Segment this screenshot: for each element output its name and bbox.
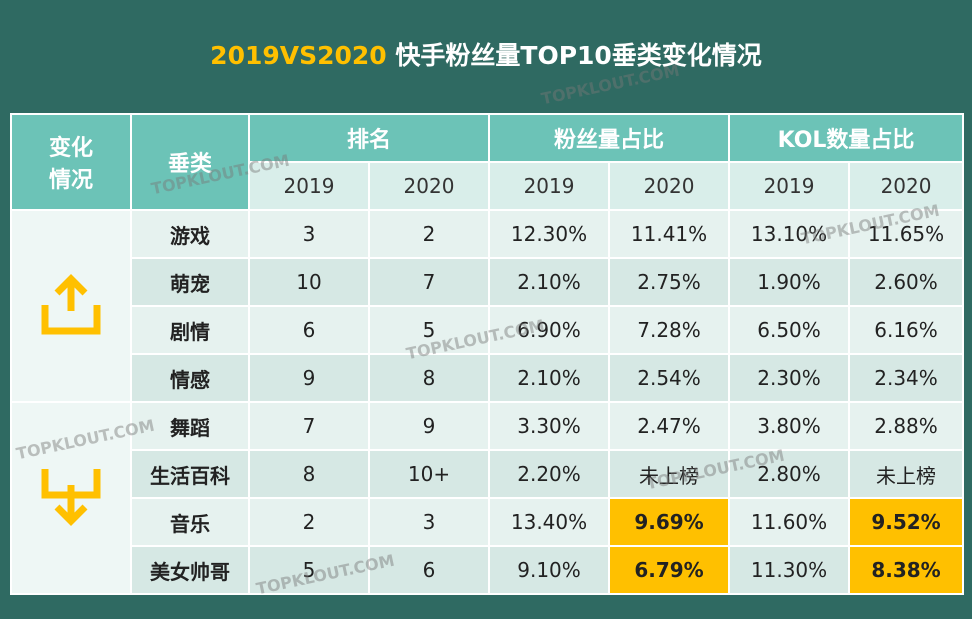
value-cell: 10 <box>248 257 370 307</box>
value-cell: 9 <box>367 401 491 451</box>
value-cell: 8 <box>367 353 491 403</box>
title-text: 快手粉丝量TOP10垂类变化情况 <box>386 41 762 70</box>
year-header: 2020 <box>848 161 965 211</box>
table-row: 生活百科 8 10+ 2.20% 未上榜 2.80% 未上榜 <box>11 449 965 499</box>
value-cell: 6.50% <box>728 305 851 355</box>
value-cell: 2 <box>367 209 491 259</box>
category-cell: 美女帅哥 <box>130 545 250 595</box>
value-cell: 6 <box>248 305 370 355</box>
value-cell: 3 <box>248 209 370 259</box>
table-row: 游戏 3 2 12.30% 11.41% 13.10% 11.65% <box>10 209 965 403</box>
value-cell: 2.54% <box>608 353 731 403</box>
title-highlight: 2019VS2020 <box>210 41 387 70</box>
change-cell <box>10 209 132 403</box>
group-header: 排名 <box>247 113 491 163</box>
table-row: 美女帅哥 5 6 9.10% 6.79% 11.30% 8.38% <box>11 545 965 595</box>
category-cell: 音乐 <box>130 497 250 547</box>
value-cell: 2.30% <box>728 353 851 403</box>
value-cell: 11.60% <box>728 497 851 547</box>
value-cell: 2 <box>248 497 370 547</box>
change-cell <box>10 401 132 595</box>
group-header: 粉丝量占比 <box>488 113 731 163</box>
group-header: KOL数量占比 <box>728 113 965 163</box>
value-cell: 未上榜 <box>848 449 965 499</box>
value-cell: 2.80% <box>728 449 851 499</box>
category-cell: 生活百科 <box>130 449 250 499</box>
title: 2019VS2020 快手粉丝量TOP10垂类变化情况 <box>0 36 972 72</box>
value-cell: 2.47% <box>608 401 731 451</box>
value-cell: 3 <box>367 497 491 547</box>
value-cell: 8 <box>248 449 370 499</box>
year-header: 2020 <box>608 161 731 211</box>
value-cell: 11.65% <box>848 209 965 259</box>
value-cell: 9.10% <box>488 545 611 595</box>
value-cell: 6.16% <box>848 305 965 355</box>
value-cell: 1.90% <box>728 257 851 307</box>
value-cell: 8.38% <box>848 545 965 595</box>
category-cell: 剧情 <box>130 305 250 355</box>
value-cell: 7.28% <box>608 305 731 355</box>
table: 变化情况 垂类 排名 粉丝量占比 KOL数量占比 2019 2020 2019 202… <box>10 113 965 595</box>
year-header: 2020 <box>367 161 491 211</box>
value-cell: 12.30% <box>488 209 611 259</box>
table-row: 舞蹈 7 9 3.30% 2.47% 3.80% 2.88% <box>10 401 965 595</box>
value-cell: 6.79% <box>608 545 731 595</box>
value-cell: 7 <box>248 401 370 451</box>
category-header: 垂类 <box>130 113 250 211</box>
value-cell: 9.52% <box>848 497 965 547</box>
value-cell: 3.80% <box>728 401 851 451</box>
category-cell: 萌宠 <box>130 257 250 307</box>
table-row: 剧情 6 5 6.90% 7.28% 6.50% 6.16% <box>11 305 965 355</box>
value-cell: 3.30% <box>488 401 611 451</box>
change-header: 变化情况 <box>10 113 132 211</box>
table-row: 萌宠 10 7 2.10% 2.75% 1.90% 2.60% <box>11 257 965 307</box>
category-cell: 舞蹈 <box>130 401 250 451</box>
value-cell: 未上榜 <box>608 449 731 499</box>
value-cell: 11.41% <box>608 209 731 259</box>
value-cell: 13.10% <box>728 209 851 259</box>
value-cell: 6.90% <box>488 305 611 355</box>
value-cell: 2.34% <box>848 353 965 403</box>
year-header: 2019 <box>488 161 611 211</box>
table-row: 情感 9 8 2.10% 2.54% 2.30% 2.34% <box>11 353 965 403</box>
value-cell: 9 <box>248 353 370 403</box>
up-icon <box>41 273 101 334</box>
change-header-text: 变化情况 <box>48 136 93 193</box>
value-cell: 2.60% <box>848 257 965 307</box>
value-cell: 2.20% <box>488 449 611 499</box>
year-header: 2019 <box>248 161 370 211</box>
value-cell: 2.10% <box>488 257 611 307</box>
down-icon <box>41 468 101 526</box>
year-header: 2019 <box>728 161 851 211</box>
value-cell: 9.69% <box>608 497 731 547</box>
category-cell: 游戏 <box>130 209 250 259</box>
value-cell: 2.75% <box>608 257 731 307</box>
value-cell: 2.88% <box>848 401 965 451</box>
value-cell: 7 <box>367 257 491 307</box>
value-cell: 5 <box>248 545 370 595</box>
value-cell: 13.40% <box>488 497 611 547</box>
value-cell: 2.10% <box>488 353 611 403</box>
value-cell: 10+ <box>367 449 491 499</box>
value-cell: 5 <box>367 305 491 355</box>
category-cell: 情感 <box>130 353 250 403</box>
table-row: 音乐 2 3 13.40% 9.69% 11.60% 9.52% <box>11 497 965 547</box>
value-cell: 6 <box>367 545 491 595</box>
value-cell: 11.30% <box>728 545 851 595</box>
